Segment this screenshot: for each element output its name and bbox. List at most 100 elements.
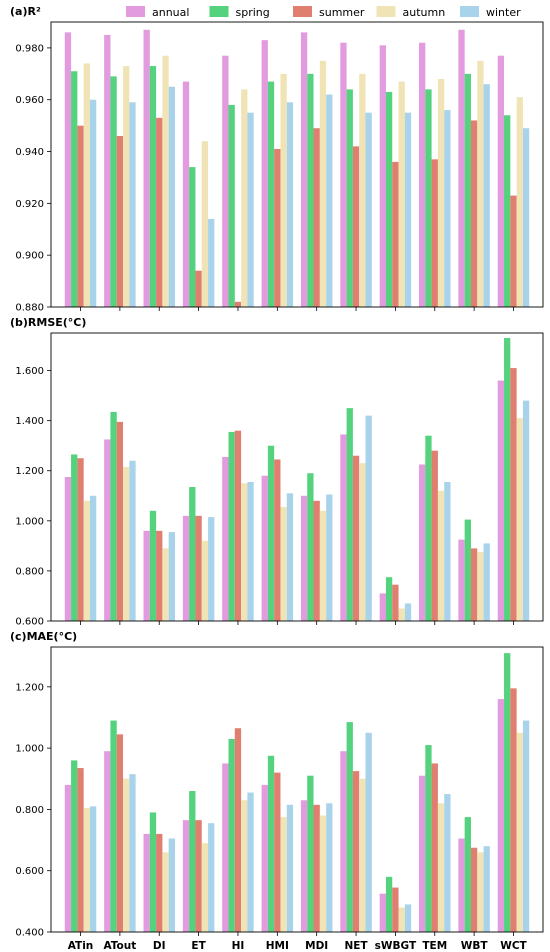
bar-autumn-DI: [162, 852, 169, 932]
bar-spring-WBT: [464, 519, 471, 621]
bar-summer-TEM: [431, 763, 438, 932]
bar-summer-ET: [195, 515, 202, 621]
bar-annual-WCT: [497, 380, 505, 621]
bar-summer-sWBGT: [392, 161, 399, 307]
legend-label-autumn: autumn: [403, 6, 446, 19]
bar-winter-TEM: [444, 110, 451, 307]
bar-summer-ET: [195, 270, 202, 307]
bar-annual-TEM: [419, 464, 426, 621]
bar-annual-ET: [182, 81, 190, 307]
bar-autumn-ATin: [83, 500, 90, 621]
bar-winter-ATin: [89, 806, 97, 932]
bar-winter-NET: [365, 415, 372, 621]
axes-frame: [50, 21, 544, 308]
y-tick-label: 0.600: [15, 866, 44, 877]
bar-winter-HI: [247, 112, 254, 308]
y-tick-label: 0.920: [15, 199, 44, 210]
bar-winter-ET: [208, 517, 215, 621]
bar-annual-HI: [222, 456, 229, 621]
bar-spring-ATout: [110, 76, 117, 307]
bar-summer-ATout: [116, 421, 124, 621]
bar-summer-ATout: [116, 734, 124, 932]
bar-autumn-NET: [359, 73, 366, 307]
bar-annual-ATin: [64, 477, 72, 621]
bar-summer-NET: [352, 455, 360, 621]
bar-summer-HI: [234, 301, 242, 307]
bar-spring-NET: [346, 408, 353, 621]
x-tick-label: ET: [191, 940, 206, 952]
bar-spring-HMI: [267, 81, 275, 307]
bar-annual-WBT: [458, 838, 465, 932]
panel-title: (c)MAE(°C): [10, 630, 77, 643]
y-tick-label: 0.400: [15, 928, 44, 939]
bar-spring-TEM: [425, 435, 432, 621]
bar-spring-NET: [346, 722, 353, 932]
bar-winter-DI: [168, 532, 175, 621]
bar-summer-TEM: [431, 450, 438, 621]
bar-autumn-HI: [241, 800, 248, 932]
bar-autumn-HI: [241, 89, 248, 307]
bar-summer-HI: [234, 728, 242, 932]
legend-swatch-autumn: [376, 6, 396, 17]
panel-r2: 0.880 0.900 0.920 0.940 0.960 0.980 (a)R²: [10, 5, 544, 314]
x-tick-label: ATin: [68, 940, 94, 952]
bar-autumn-WBT: [477, 852, 484, 932]
bar-autumn-ATout: [123, 66, 130, 307]
bar-annual-sWBGT: [379, 45, 386, 307]
bar-annual-sWBGT: [379, 593, 386, 621]
y-tick-label: 1.200: [15, 466, 44, 477]
bar-spring-DI: [149, 66, 157, 307]
bar-autumn-NET: [359, 778, 366, 932]
bar-spring-TEM: [425, 745, 432, 932]
bar-autumn-DI: [162, 548, 169, 621]
bar-summer-TEM: [431, 159, 438, 307]
bar-annual-WCT: [497, 699, 505, 932]
bar-annual-DI: [143, 530, 150, 621]
bar-summer-NET: [352, 771, 360, 932]
panel-title: (a)R²: [10, 5, 41, 18]
axes-frame: [50, 332, 544, 622]
bar-spring-HI: [228, 738, 235, 932]
bar-summer-MDI: [313, 500, 320, 621]
bar-summer-sWBGT: [392, 887, 399, 932]
bar-annual-HI: [222, 55, 229, 308]
bar-autumn-MDI: [319, 510, 327, 621]
bar-winter-WBT: [483, 84, 490, 308]
x-tick-label: WCT: [500, 940, 527, 952]
bar-autumn-NET: [359, 463, 366, 621]
bar-spring-WCT: [504, 338, 511, 621]
bar-annual-ET: [182, 515, 190, 621]
bar-spring-ET: [189, 487, 196, 621]
bar-autumn-DI: [162, 55, 169, 308]
bar-summer-HMI: [274, 459, 281, 621]
bar-spring-WCT: [504, 653, 511, 932]
bar-spring-DI: [149, 812, 157, 932]
bar-annual-ET: [182, 820, 190, 932]
bar-autumn-ET: [201, 843, 209, 932]
bar-spring-ET: [189, 791, 196, 932]
bar-summer-MDI: [313, 128, 320, 307]
bar-summer-NET: [352, 146, 360, 307]
legend-swatch-annual: [126, 6, 145, 17]
legend-label-spring: spring: [236, 6, 270, 19]
bar-spring-sWBGT: [385, 876, 393, 932]
bar-winter-HI: [247, 482, 254, 621]
bar-autumn-MDI: [319, 60, 327, 307]
bar-autumn-HMI: [280, 507, 287, 621]
bar-spring-ATout: [110, 720, 117, 932]
bar-annual-ATin: [64, 784, 72, 932]
bar-annual-ATout: [104, 751, 111, 932]
bar-autumn-HI: [241, 483, 248, 621]
bar-winter-ATin: [89, 99, 97, 307]
y-tick-label: 0.800: [15, 566, 44, 577]
bar-spring-ATin: [71, 454, 78, 621]
bar-winter-DI: [168, 86, 175, 308]
y-tick-label: 1.600: [15, 366, 44, 377]
bar-annual-MDI: [300, 800, 308, 932]
bar-spring-HI: [228, 104, 235, 307]
bar-winter-sWBGT: [404, 603, 412, 621]
bar-winter-sWBGT: [404, 112, 412, 308]
bar-spring-DI: [149, 510, 157, 621]
y-tick-label: 1.200: [15, 682, 44, 693]
bar-annual-WCT: [497, 55, 505, 308]
